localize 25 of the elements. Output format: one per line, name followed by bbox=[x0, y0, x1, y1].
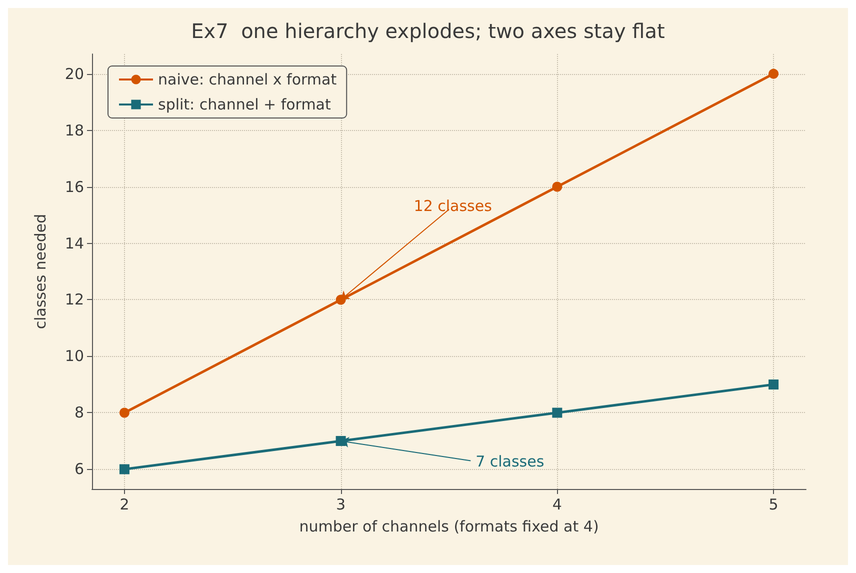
y-tick-label: 12 bbox=[64, 290, 84, 309]
y-tick-label: 10 bbox=[64, 347, 84, 366]
legend-label: split: channel + format bbox=[158, 96, 331, 114]
y-tick-label: 16 bbox=[64, 178, 84, 196]
legend-label: naive: channel x format bbox=[158, 70, 337, 88]
y-tick-label: 14 bbox=[64, 234, 84, 252]
point bbox=[119, 408, 130, 418]
x-tick-label: 5 bbox=[768, 496, 778, 514]
y-tick-label: 8 bbox=[74, 404, 84, 422]
annotation: 7 classes bbox=[476, 452, 544, 471]
y-tick-label: 18 bbox=[64, 121, 84, 140]
point bbox=[768, 68, 779, 79]
point bbox=[119, 464, 130, 474]
annotation: 12 classes bbox=[414, 197, 492, 216]
point bbox=[552, 408, 562, 418]
x-tick-label: 4 bbox=[552, 496, 562, 514]
y-axis-title: classes needed bbox=[32, 214, 50, 330]
y-tick-label: 20 bbox=[64, 64, 84, 83]
point bbox=[768, 379, 779, 390]
x-tick-label: 3 bbox=[336, 496, 346, 514]
point bbox=[552, 182, 562, 192]
y-tick-label: 6 bbox=[74, 460, 84, 478]
x-tick-label: 2 bbox=[120, 496, 130, 514]
x-axis-title: number of channels (formats fixed at 4) bbox=[299, 518, 599, 536]
chart-title: Ex7 one hierarchy explodes; two axes stay flat bbox=[191, 19, 666, 43]
